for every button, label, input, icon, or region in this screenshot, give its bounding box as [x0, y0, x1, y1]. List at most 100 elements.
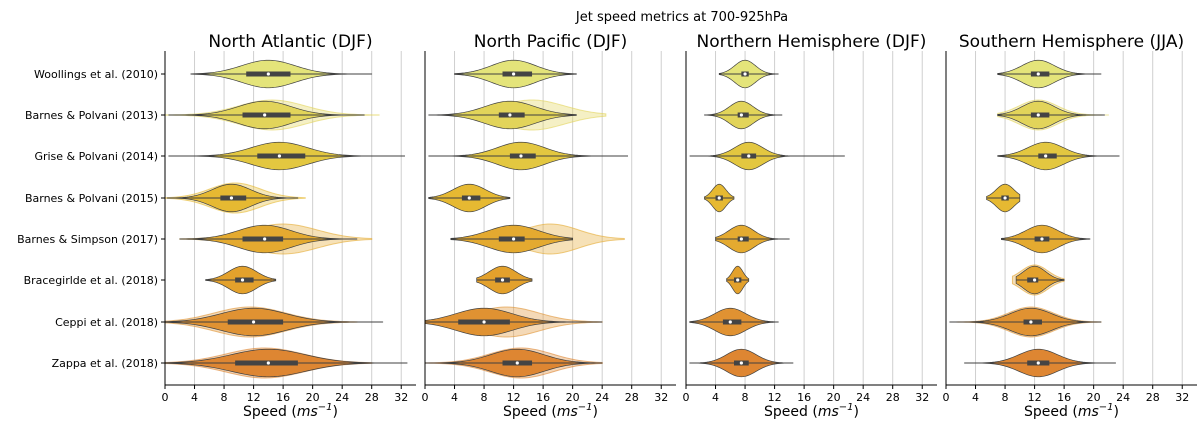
x-tick-label: 12 — [768, 391, 782, 404]
violin-8 — [689, 348, 794, 378]
violin-1 — [718, 59, 779, 89]
violin-median — [1036, 361, 1040, 365]
violin-median — [1036, 113, 1040, 117]
x-label-unit: ms — [1078, 404, 1099, 420]
violin-iqr — [235, 277, 254, 283]
x-tick-label: 12 — [507, 391, 521, 404]
violin-median — [500, 278, 505, 282]
x-tick-label: 8 — [742, 391, 749, 404]
violin-median — [1029, 320, 1033, 324]
x-axis-label: Speed (ms−1) — [1024, 402, 1119, 420]
x-tick-label: 4 — [712, 391, 719, 404]
violin-5 — [450, 223, 625, 255]
violin-iqr — [498, 236, 525, 242]
violin-iqr — [227, 319, 284, 325]
violin-median — [736, 278, 740, 282]
violin-median — [263, 237, 267, 241]
x-label-text: Speed ( — [243, 404, 297, 420]
violin-3 — [428, 141, 629, 171]
x-tick-label: 24 — [856, 391, 870, 404]
violin-median — [1044, 154, 1048, 158]
panel-2: 0 4 8 12 16 20 24 28 32 North Pacific (DJF) Speed … — [422, 32, 676, 420]
y-tick-label: Bracegirlde et al. (2018) — [24, 274, 158, 287]
violin-iqr — [242, 236, 284, 242]
violin-iqr — [220, 195, 247, 201]
violin-median — [739, 237, 743, 241]
violin-median — [229, 196, 234, 200]
violin-median — [266, 361, 270, 365]
x-tick-label: 0 — [162, 391, 169, 404]
violin-7 — [424, 306, 603, 338]
violin-2 — [428, 99, 607, 131]
violin-median — [519, 154, 523, 158]
violin-1 — [190, 59, 373, 89]
violin-median — [515, 361, 519, 365]
violin-8 — [164, 347, 408, 379]
violin-iqr — [1027, 277, 1039, 283]
violin-iqr — [1030, 112, 1050, 118]
x-tick-label: 4 — [191, 391, 198, 404]
violin-median — [266, 72, 270, 76]
x-tick-label: 0 — [943, 391, 950, 404]
violin-median — [482, 320, 486, 324]
violin-median — [747, 154, 751, 158]
x-tick-label: 24 — [1116, 391, 1130, 404]
violin-median — [511, 72, 516, 76]
x-tick-label: 8 — [481, 391, 488, 404]
violin-median — [739, 113, 743, 117]
violin-4 — [164, 182, 306, 214]
x-tick-label: 0 — [422, 391, 429, 404]
x-tick-label: 8 — [1002, 391, 1009, 404]
x-tick-label: 16 — [1057, 391, 1071, 404]
violin-6 — [205, 265, 277, 295]
violin-iqr — [502, 71, 533, 77]
x-tick-label: 28 — [365, 391, 379, 404]
violin-5 — [1001, 224, 1091, 254]
y-tick-label: Woollings et al. (2010) — [34, 68, 158, 81]
violin-4 — [986, 183, 1021, 213]
violin-iqr — [498, 112, 525, 118]
x-tick-label: 32 — [1175, 391, 1189, 404]
x-axis-label: Speed (ms−1) — [764, 402, 859, 420]
violin-3 — [997, 141, 1120, 171]
x-tick-label: 32 — [915, 391, 929, 404]
violin-4 — [428, 183, 511, 213]
violin-median — [277, 154, 282, 158]
figure-title: Jet speed metrics at 700-925hPa — [575, 10, 788, 25]
x-tick-label: 0 — [683, 391, 690, 404]
violin-iqr — [509, 153, 536, 159]
x-label-exponent: −1 — [578, 402, 593, 413]
violin-median — [739, 361, 743, 365]
y-tick-label: Barnes & Polvani (2013) — [25, 109, 158, 122]
x-tick-label: 20 — [566, 391, 580, 404]
x-tick-label: 12 — [247, 391, 261, 404]
x-label-close: ) — [593, 404, 598, 420]
y-axis-labels: Woollings et al. (2010) Barnes & Polvani … — [17, 68, 165, 370]
violin-5 — [715, 224, 790, 254]
violin-median — [1003, 196, 1007, 200]
x-tick-label: 20 — [306, 391, 320, 404]
panel-title: North Pacific (DJF) — [474, 32, 628, 52]
violin-2 — [704, 100, 783, 130]
violin-median — [251, 320, 256, 324]
x-tick-label: 32 — [394, 391, 408, 404]
violin-7 — [689, 307, 779, 337]
x-label-unit: ms — [557, 404, 578, 420]
x-label-text: Speed ( — [1024, 404, 1078, 420]
x-tick-label: 8 — [221, 391, 228, 404]
y-tick-label: Barnes & Polvani (2015) — [25, 192, 158, 205]
violin-3 — [689, 141, 845, 171]
panel-title: Southern Hemisphere (JJA) — [959, 32, 1184, 52]
violin-6 — [726, 265, 750, 295]
violin-iqr — [722, 319, 742, 325]
panels: 0 4 8 12 16 20 24 28 32 North Atlantic (DJF) Speed… — [162, 32, 1197, 420]
violin-iqr — [737, 112, 749, 118]
y-tick-label: Ceppi et al. (2018) — [55, 316, 158, 329]
x-tick-label: 28 — [1146, 391, 1160, 404]
x-axis-label: Speed (ms−1) — [243, 402, 338, 420]
violin-median — [467, 196, 471, 200]
y-tick-label: Zappa et al. (2018) — [52, 357, 158, 370]
violin-iqr — [257, 153, 306, 159]
x-tick-label: 24 — [595, 391, 609, 404]
